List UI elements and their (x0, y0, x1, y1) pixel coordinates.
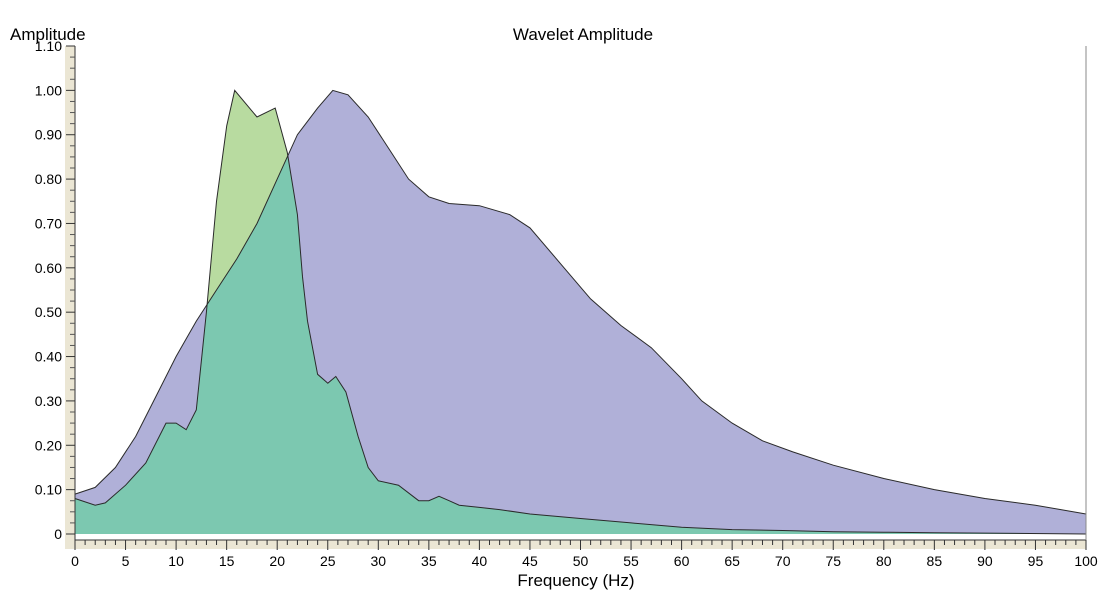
y-tick-label: 1.00 (35, 82, 62, 98)
x-tick-label: 45 (522, 553, 538, 569)
x-tick-label: 80 (876, 553, 892, 569)
x-axis-strip (65, 540, 1086, 549)
x-tick-label: 70 (775, 553, 791, 569)
x-tick-label: 50 (573, 553, 589, 569)
x-tick-label: 85 (927, 553, 943, 569)
y-tick-label: 0.50 (35, 304, 62, 320)
x-tick-label: 95 (1028, 553, 1044, 569)
x-tick-label: 30 (371, 553, 387, 569)
x-tick-label: 5 (122, 553, 130, 569)
x-tick-label: 100 (1074, 553, 1098, 569)
y-axis-strip (65, 46, 75, 540)
y-tick-label: 0.70 (35, 215, 62, 231)
y-axis-label: Amplitude (10, 25, 86, 44)
y-tick-label: 0 (54, 526, 62, 542)
x-tick-label: 0 (71, 553, 79, 569)
y-tick-label: 0.80 (35, 171, 62, 187)
chart-title: Wavelet Amplitude (513, 25, 653, 44)
y-tick-label: 0.10 (35, 482, 62, 498)
x-tick-label: 35 (421, 553, 437, 569)
y-tick-label: 0.40 (35, 349, 62, 365)
y-tick-label: 0.90 (35, 127, 62, 143)
green-series-line (74, 89, 1087, 535)
y-tick-label: 0.60 (35, 260, 62, 276)
y-tick-label: 0.30 (35, 393, 62, 409)
x-tick-label: 65 (724, 553, 740, 569)
x-tick-label: 90 (977, 553, 993, 569)
y-axis-ticks: 0 0.10 0.20 0.30 0.40 0.50 0.60 0.70 0.80 0.90 1.0… (35, 38, 75, 542)
x-axis-label: Frequency (Hz) (517, 571, 634, 590)
x-tick-label: 10 (168, 553, 184, 569)
x-axis-ticks: 0 5 10 15 20 25 30 35 40 45 50 55 60 65 70 75 80 85 90 95 10… (71, 540, 1098, 569)
x-tick-label: 25 (320, 553, 336, 569)
x-tick-label: 40 (472, 553, 488, 569)
x-tick-label: 75 (825, 553, 841, 569)
y-tick-label: 1.10 (35, 38, 62, 54)
purple-series-line (74, 89, 1087, 515)
y-tick-label: 0.20 (35, 437, 62, 453)
x-tick-label: 55 (623, 553, 639, 569)
x-tick-label: 20 (269, 553, 285, 569)
x-tick-label: 15 (219, 553, 235, 569)
x-tick-label: 60 (674, 553, 690, 569)
plot-areas (74, 89, 1087, 535)
